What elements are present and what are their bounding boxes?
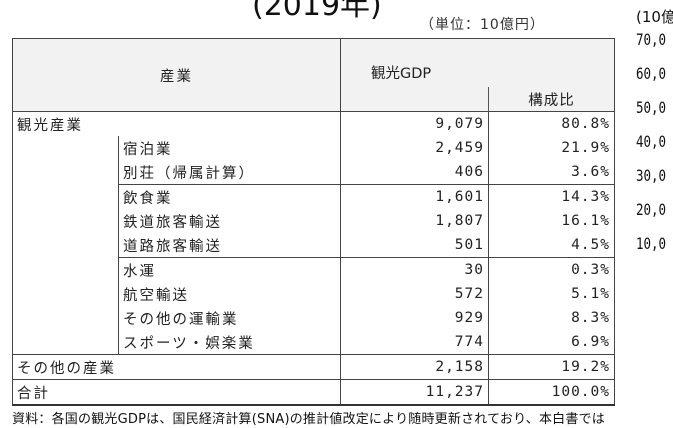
ratio-value: 8.3% xyxy=(488,306,615,330)
gdp-value: 501 xyxy=(340,233,489,258)
gdp-value: 30 xyxy=(340,257,489,282)
ratio-value: 100.0% xyxy=(488,379,615,406)
ratio-value: 14.3% xyxy=(488,184,615,209)
industry-label: 合計 xyxy=(12,379,341,406)
industry-label: その他の産業 xyxy=(12,354,341,380)
gdp-value: 2,158 xyxy=(340,354,489,380)
indent-cell xyxy=(12,209,119,233)
table-year-title: (2019年) xyxy=(252,0,382,23)
table-row: 航空輸送 572 5.1% xyxy=(12,282,615,306)
industry-sublabel: スポーツ・娯楽業 xyxy=(123,335,255,352)
industry-sublabel: 宿泊業 xyxy=(123,141,173,158)
indent-cell xyxy=(12,160,119,185)
ratio-value: 3.6% xyxy=(488,160,615,185)
header-ratio: 構成比 xyxy=(488,87,615,112)
table-row: 水運 30 0.3% xyxy=(12,257,615,282)
ratio-value: 6.9% xyxy=(488,330,615,355)
gdp-value: 2,459 xyxy=(340,136,489,160)
industry-sublabel: 道路旅客輸送 xyxy=(123,238,222,255)
gdp-value: 406 xyxy=(340,160,489,185)
side-tick-label: 10,0 xyxy=(636,234,667,253)
ratio-value: 80.8% xyxy=(488,111,615,136)
indent-cell xyxy=(12,282,119,306)
gdp-value: 774 xyxy=(340,330,489,355)
ratio-value: 5.1% xyxy=(488,282,615,306)
indent-cell xyxy=(12,257,119,282)
table-row: その他の運輸業 929 8.3% xyxy=(12,306,615,330)
table-row: その他の産業 2,158 19.2% xyxy=(12,354,615,380)
gdp-value: 9,079 xyxy=(340,111,489,136)
gdp-value: 929 xyxy=(340,306,489,330)
table-row: 鉄道旅客輸送 1,807 16.1% xyxy=(12,209,615,233)
industry-sublabel: 鉄道旅客輸送 xyxy=(123,214,222,231)
header-industry: 産業 xyxy=(12,38,341,112)
gdp-value: 572 xyxy=(340,282,489,306)
table-body: 産業 観光GDP 構成比 観光産業 9,079 80.8% 宿泊業 2,459 21.9%… xyxy=(12,38,615,406)
ratio-value: 21.9% xyxy=(488,136,615,160)
unit-label: （単位：10億円） xyxy=(420,17,545,33)
table-row: 道路旅客輸送 501 4.5% xyxy=(12,233,615,258)
industry-sublabel: その他の運輸業 xyxy=(123,311,239,328)
source-footnote: 資料：各国の観光GDPは、国民経済計算(SNA)の推計値改定により随時更新されて… xyxy=(12,412,605,427)
indent-cell xyxy=(12,306,119,330)
gdp-value: 1,601 xyxy=(340,184,489,209)
indent-cell xyxy=(12,330,119,355)
header-gdp: 観光GDP xyxy=(340,38,615,87)
side-tick-label: 40,0 xyxy=(636,132,667,151)
industry-sublabel: 水運 xyxy=(118,257,341,282)
table-row: 別荘（帰属計算） 406 3.6% xyxy=(12,160,615,185)
ratio-value: 16.1% xyxy=(488,209,615,233)
side-tick-label: 60,0 xyxy=(636,64,667,83)
indent-cell xyxy=(12,184,119,209)
table-row: 飲食業 1,601 14.3% xyxy=(12,184,615,209)
indent-cell xyxy=(12,136,119,160)
table-header-row: 産業 観光GDP xyxy=(12,38,615,112)
ratio-value: 19.2% xyxy=(488,354,615,380)
table-row: スポーツ・娯楽業 774 6.9% xyxy=(12,330,615,355)
industry-label: 観光産業 xyxy=(12,111,341,136)
industry-sublabel: 飲食業 xyxy=(118,184,341,209)
side-tick-label: 70,0 xyxy=(636,30,667,49)
indent-cell xyxy=(12,233,119,258)
table-row: 合計 11,237 100.0% xyxy=(12,379,615,406)
side-chart-unit: (10億 xyxy=(636,8,673,26)
ratio-value: 4.5% xyxy=(488,233,615,258)
tourism-gdp-table: 産業 観光GDP 構成比 観光産業 9,079 80.8% 宿泊業 2,459 21.9%… xyxy=(12,38,615,406)
ratio-value: 0.3% xyxy=(488,257,615,282)
gdp-value: 11,237 xyxy=(340,379,489,406)
table-row: 宿泊業 2,459 21.9% xyxy=(12,136,615,160)
industry-sublabel: 別荘（帰属計算） xyxy=(123,165,255,182)
gdp-value: 1,807 xyxy=(340,209,489,233)
side-tick-label: 20,0 xyxy=(636,200,667,219)
table-row: 観光産業 9,079 80.8% xyxy=(12,111,615,136)
table-subheader-row: 構成比 xyxy=(13,87,615,112)
side-tick-label: 30,0 xyxy=(636,166,667,185)
industry-sublabel: 航空輸送 xyxy=(123,287,189,304)
side-tick-label: 50,0 xyxy=(636,98,667,117)
header-gdp-spacer xyxy=(340,87,489,112)
